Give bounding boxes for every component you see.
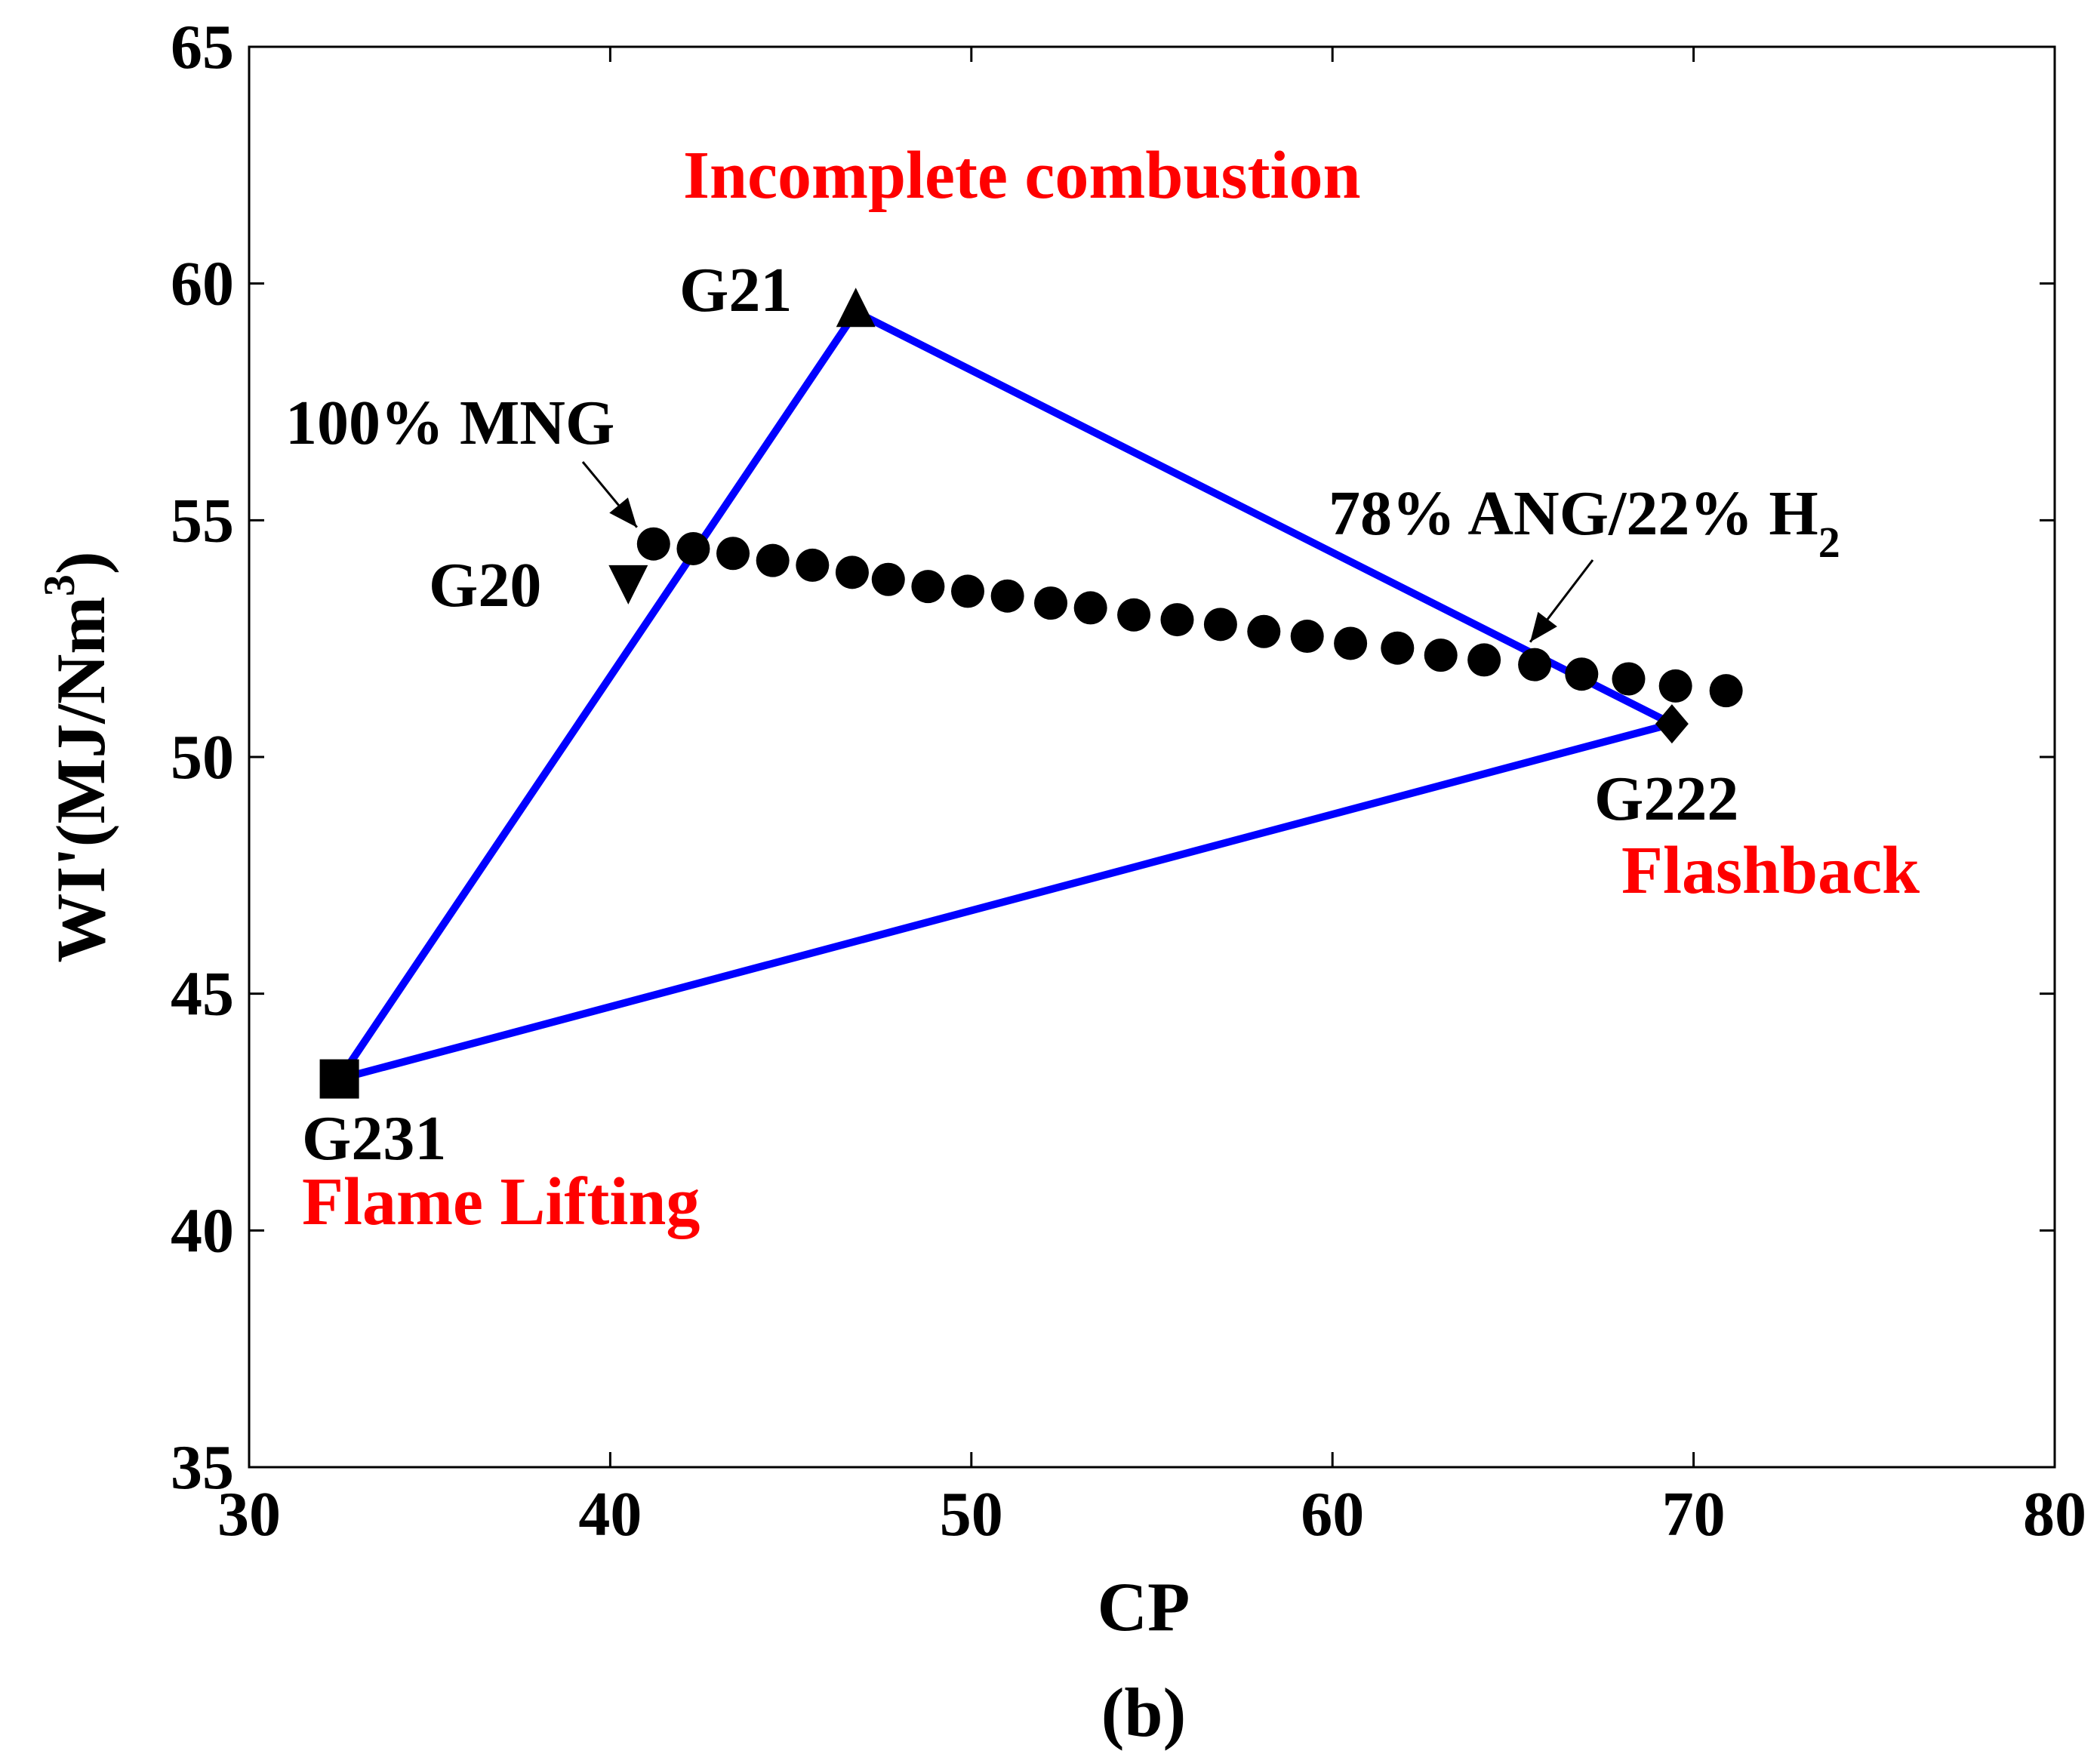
y-tick-label: 65 bbox=[171, 12, 234, 82]
blend-point bbox=[636, 527, 670, 561]
blend-point bbox=[1117, 598, 1151, 632]
annotation-100-mng: 100% MNG bbox=[285, 388, 614, 458]
blend-point bbox=[756, 543, 790, 577]
marker-g20 bbox=[608, 565, 648, 605]
blend-point bbox=[951, 574, 985, 608]
y-tick-label: 35 bbox=[171, 1432, 234, 1503]
blend-point bbox=[1518, 648, 1552, 682]
blend-point bbox=[1034, 586, 1068, 620]
blend-point bbox=[1334, 626, 1368, 660]
x-tick-label: 70 bbox=[1662, 1479, 1726, 1549]
reference-gas-markers bbox=[319, 288, 1689, 1099]
blend-point bbox=[911, 570, 945, 604]
label-g231: G231 bbox=[302, 1103, 446, 1174]
x-tick-label: 80 bbox=[2023, 1479, 2086, 1549]
y-tick-label: 50 bbox=[171, 722, 234, 792]
x-tick-label: 50 bbox=[940, 1479, 1003, 1549]
label-g21: G21 bbox=[679, 255, 792, 325]
marker-g231 bbox=[319, 1059, 359, 1099]
figure-caption: (b) bbox=[1101, 1674, 1186, 1751]
ang-arrowhead bbox=[1530, 611, 1557, 642]
blend-point bbox=[1203, 608, 1237, 642]
blend-point bbox=[1160, 603, 1194, 637]
annotation-78-ang-22-h2: 78% ANG/22% H2 bbox=[1329, 478, 1840, 567]
y-tick-label: 60 bbox=[171, 249, 234, 319]
blend-point bbox=[1247, 614, 1281, 648]
label-g222: G222 bbox=[1594, 764, 1738, 834]
y-axis-label: WI'(MJ/Nm3) bbox=[35, 551, 119, 962]
blend-point bbox=[1381, 631, 1415, 665]
blend-series bbox=[636, 527, 1743, 708]
x-axis-label: CP bbox=[1098, 1568, 1190, 1645]
blend-point bbox=[1467, 643, 1501, 677]
region-label-flashback: Flashback bbox=[1621, 833, 1920, 908]
blend-point bbox=[1612, 662, 1646, 696]
blend-point bbox=[716, 537, 750, 571]
y-axis-label-close: ) bbox=[42, 551, 119, 574]
plot-frame bbox=[248, 45, 2056, 1469]
label-g20: G20 bbox=[429, 550, 541, 620]
blend-point bbox=[871, 562, 905, 596]
marker-g222 bbox=[1655, 704, 1689, 744]
y-tick-label: 55 bbox=[171, 485, 234, 555]
annotation-78-ang-subscript: 2 bbox=[1818, 518, 1840, 567]
y-axis-label-main: WI'(MJ/Nm bbox=[42, 596, 119, 962]
axis-ticks bbox=[248, 45, 2056, 1469]
x-tick-label: 40 bbox=[578, 1479, 642, 1549]
blend-point bbox=[796, 548, 830, 582]
y-tick-label: 40 bbox=[171, 1195, 234, 1266]
marker-g21 bbox=[836, 288, 876, 328]
y-tick-labels: 35 40 45 50 55 60 65 bbox=[171, 12, 234, 1503]
x-tick-label: 60 bbox=[1301, 1479, 1364, 1549]
region-label-incomplete-combustion: Incomplete combustion bbox=[683, 138, 1361, 213]
annotation-78-ang-main: 78% ANG/22% H bbox=[1329, 478, 1818, 549]
x-tick-label: 30 bbox=[217, 1479, 281, 1549]
blend-point bbox=[1658, 669, 1692, 703]
blend-point bbox=[1424, 638, 1458, 672]
mng-arrowhead bbox=[609, 497, 637, 528]
annotation-arrows bbox=[581, 461, 1594, 643]
region-label-flame-lifting: Flame Lifting bbox=[302, 1165, 700, 1239]
blend-point bbox=[835, 555, 869, 589]
blend-point bbox=[1073, 591, 1107, 625]
blend-point bbox=[676, 531, 710, 565]
y-axis-label-superscript: 3 bbox=[35, 574, 84, 596]
blend-point bbox=[1565, 657, 1599, 691]
blend-point bbox=[1290, 620, 1324, 654]
blend-point bbox=[1709, 674, 1743, 708]
y-tick-label: 45 bbox=[171, 959, 234, 1029]
blend-point bbox=[990, 579, 1024, 613]
x-tick-labels: 30 40 50 60 70 80 bbox=[217, 1479, 2086, 1549]
interchangeability-polygon bbox=[331, 308, 1683, 1085]
